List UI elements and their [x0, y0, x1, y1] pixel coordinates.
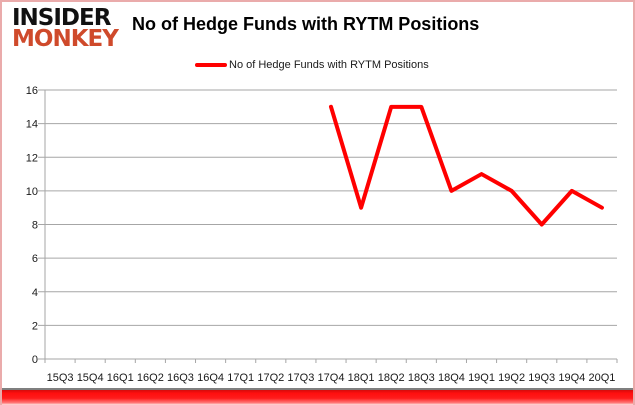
y-axis-label: 0	[32, 354, 38, 366]
x-axis-label: 19Q1	[468, 372, 495, 384]
legend-line-swatch	[195, 63, 227, 67]
logo-line1: INSIDER	[12, 5, 111, 31]
y-axis-label: 10	[26, 186, 38, 198]
x-axis-label: 17Q4	[318, 372, 345, 384]
x-axis-label: 19Q3	[528, 372, 555, 384]
y-axis-label: 6	[32, 253, 38, 265]
x-axis-label: 18Q1	[348, 372, 375, 384]
x-axis-label: 18Q4	[438, 372, 465, 384]
chart-legend: No of Hedge Funds with RYTM Positions	[195, 59, 429, 71]
bottom-gray-divider	[2, 388, 633, 390]
x-axis-label: 20Q1	[588, 372, 615, 384]
y-axis-label: 16	[26, 85, 38, 97]
y-axis-label: 14	[26, 119, 38, 131]
y-axis-label: 2	[32, 320, 38, 332]
chart-title: No of Hedge Funds with RYTM Positions	[132, 14, 480, 34]
x-axis-label: 16Q4	[197, 372, 224, 384]
data-line	[329, 104, 604, 227]
x-axis-label: 17Q1	[227, 372, 254, 384]
bottom-accent-bar	[2, 388, 633, 405]
x-axis-label: 19Q4	[558, 372, 585, 384]
legend-label: No of Hedge Funds with RYTM Positions	[229, 59, 429, 71]
x-axis-label: 18Q3	[408, 372, 435, 384]
x-axis-label: 19Q2	[498, 372, 525, 384]
x-axis-label: 18Q2	[378, 372, 405, 384]
x-axis-label: 16Q3	[167, 372, 194, 384]
bottom-red-gradient	[2, 390, 633, 405]
x-axis-label: 15Q4	[77, 372, 104, 384]
y-axis-label: 4	[32, 287, 38, 299]
x-axis-label: 15Q3	[47, 372, 74, 384]
y-axis-label: 12	[26, 152, 38, 164]
x-axis-label: 17Q2	[257, 372, 284, 384]
x-axis-label: 16Q2	[137, 372, 164, 384]
logo-line2: MONKEY	[12, 26, 119, 53]
x-axis-label: 17Q3	[287, 372, 314, 384]
insider-monkey-logo: INSIDER MONKEY	[12, 5, 119, 53]
y-axis-label: 8	[32, 220, 38, 232]
x-axis-label: 16Q1	[107, 372, 134, 384]
